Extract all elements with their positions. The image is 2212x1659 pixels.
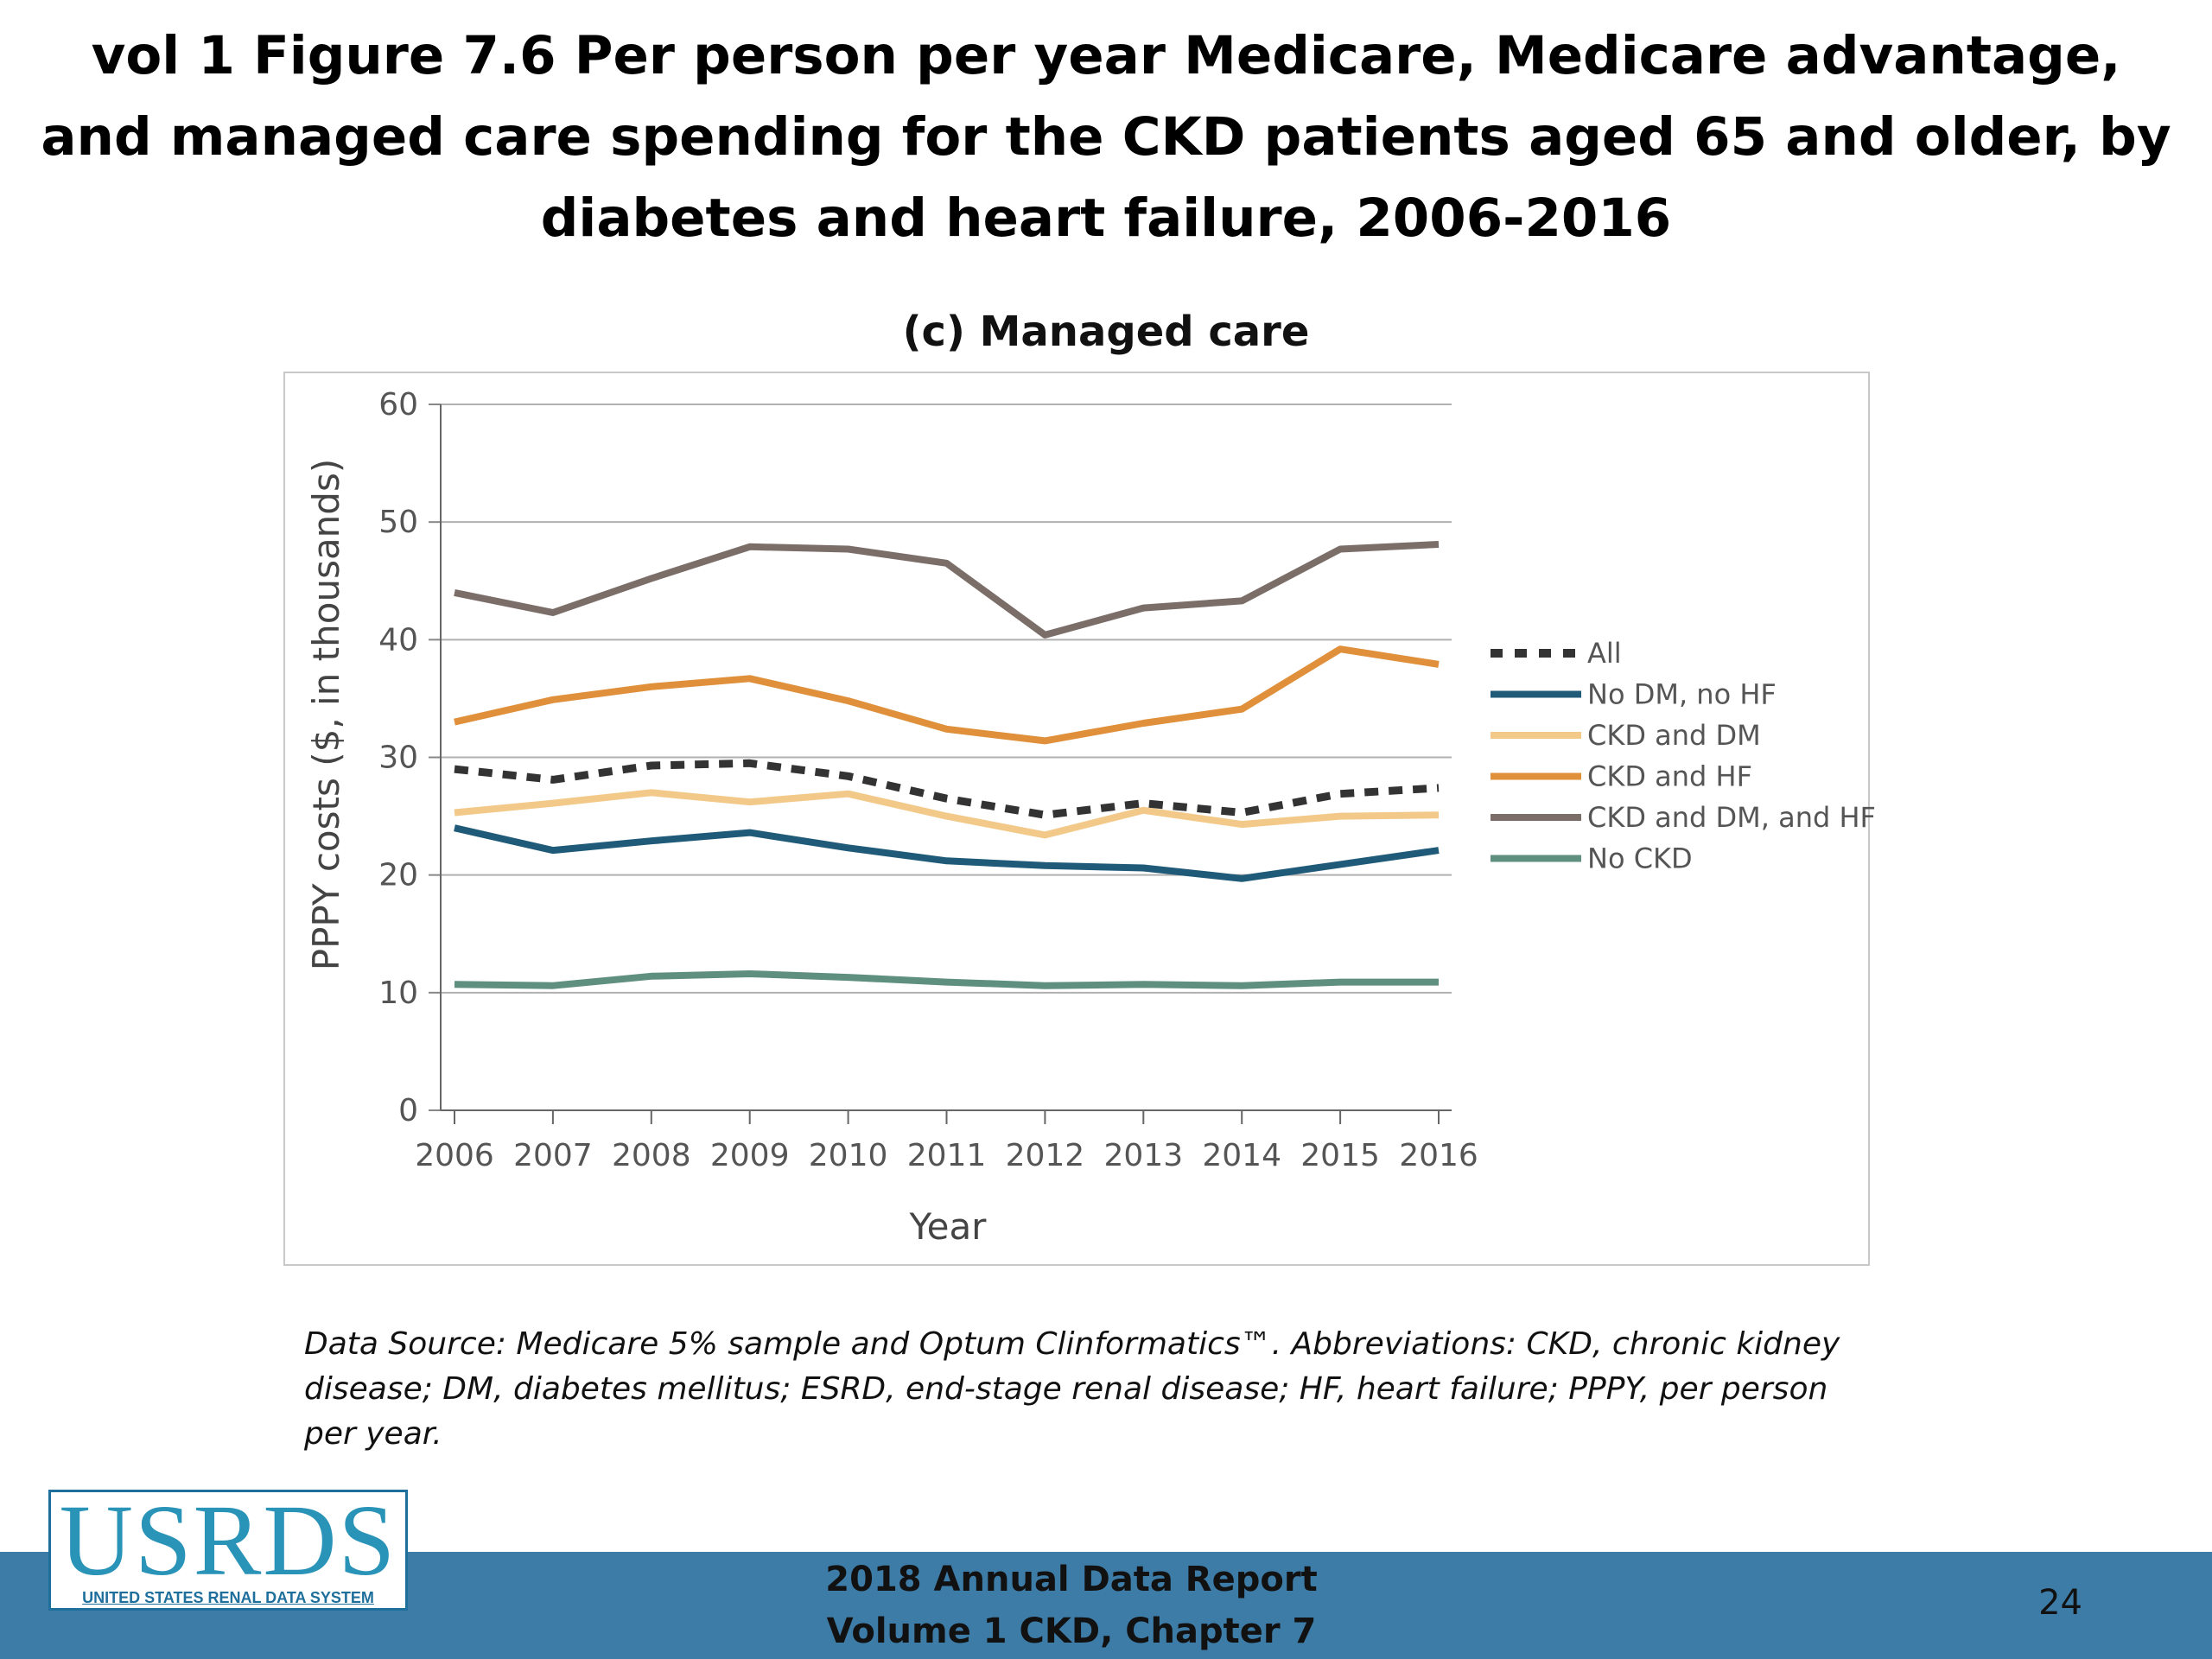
x-tick-label: 2010	[809, 1138, 888, 1173]
footer-report-title: 2018 Annual Data Report Volume 1 CKD, Ch…	[760, 1554, 1382, 1657]
legend-label: CKD and DM, and HF	[1587, 801, 1876, 834]
x-tick-label: 2011	[907, 1138, 987, 1173]
series-lines	[454, 541, 1440, 989]
x-tick-label: 2014	[1202, 1138, 1281, 1173]
y-tick-label: 30	[378, 741, 418, 776]
x-tick-label: 2016	[1399, 1138, 1478, 1173]
usrds-logo: USRDS UNITED STATES RENAL DATA SYSTEM	[48, 1490, 408, 1611]
series-line-ckd-and-dm-and-hf	[454, 541, 1440, 639]
x-axis-title: Year	[909, 1205, 988, 1248]
gridlines	[441, 404, 1452, 994]
legend-label: CKD and HF	[1587, 760, 1752, 793]
x-tick-label: 2012	[1006, 1138, 1085, 1173]
series-line-no-ckd	[454, 970, 1439, 989]
series-line-all	[454, 759, 1440, 819]
y-axis-title: PPPY costs ($, in thousands)	[305, 459, 347, 970]
y-tick-label: 50	[378, 505, 418, 540]
x-tick-label: 2013	[1103, 1138, 1183, 1173]
legend-label: No CKD	[1587, 842, 1693, 875]
logo-tagline: UNITED STATES RENAL DATA SYSTEM	[82, 1589, 374, 1606]
chart-legend: All No DM, no HF CKD and DM CKD and HF CKD a…	[1491, 637, 1876, 875]
series-line-ckd-and-dm	[454, 789, 1440, 839]
series-line-no-dm-no-hf	[454, 824, 1440, 882]
legend-label: No DM, no HF	[1587, 678, 1777, 711]
x-tick-label: 2007	[513, 1138, 593, 1173]
footer-line-2: Volume 1 CKD, Chapter 7	[826, 1611, 1317, 1651]
y-tick-labels: 0 10 20 30 40 50 60	[378, 387, 418, 1128]
y-tick-label: 20	[378, 858, 418, 893]
chart-subtitle: (c) Managed care	[903, 308, 1310, 356]
x-tick-label: 2008	[612, 1138, 691, 1173]
slide-title: vol 1 Figure 7.6 Per person per year Med…	[41, 25, 2171, 249]
y-tick-label: 40	[378, 622, 418, 658]
chart-frame: 0 10 20 30 40 50 60 2006 2007 2008 2009 2010 2011 20…	[283, 308, 1876, 1266]
series-line-ckd-and-hf	[454, 645, 1440, 745]
footer-line-1: 2018 Annual Data Report	[825, 1560, 1318, 1599]
axes	[429, 404, 1452, 1124]
x-tick-label: 2006	[415, 1138, 494, 1173]
x-tick-labels: 2006 2007 2008 2009 2010 2011 2012 2013 2014 2015…	[415, 1138, 1478, 1173]
y-tick-label: 60	[378, 387, 418, 423]
page-number: 24	[2038, 1583, 2082, 1623]
y-tick-label: 0	[398, 1093, 418, 1128]
y-tick-label: 10	[378, 976, 418, 1011]
data-source-note: Data Source: Medicare 5% sample and Optu…	[304, 1326, 1840, 1452]
x-tick-label: 2009	[710, 1138, 790, 1173]
logo-wordmark: USRDS	[59, 1484, 397, 1597]
legend-label: CKD and DM	[1587, 719, 1761, 752]
legend-label: All	[1587, 637, 1622, 670]
x-tick-label: 2015	[1300, 1138, 1380, 1173]
